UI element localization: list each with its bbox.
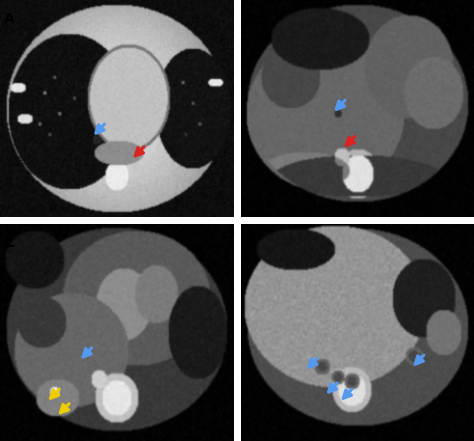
Text: D: D [245, 236, 256, 250]
Text: C: C [4, 236, 14, 250]
Text: B: B [245, 12, 255, 26]
Text: A: A [4, 12, 15, 26]
